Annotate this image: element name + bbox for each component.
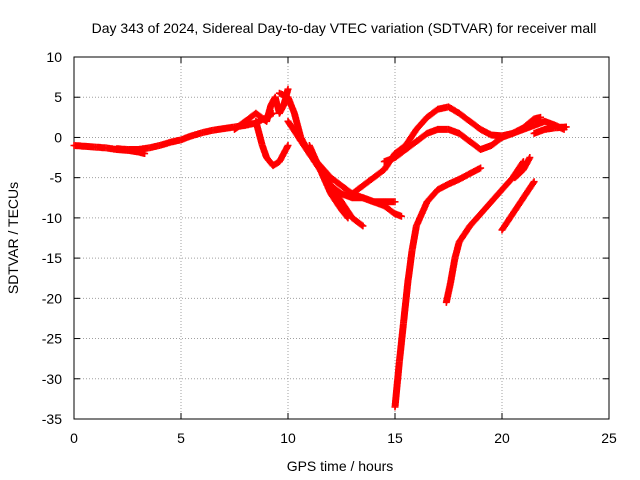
- data-markers: [413, 114, 430, 132]
- x-tick-label: 15: [387, 430, 403, 446]
- data-markers: [338, 207, 351, 221]
- data-point: [477, 164, 485, 172]
- data-point: [397, 212, 405, 220]
- y-tick-label: -35: [42, 411, 62, 427]
- data-markers: [443, 280, 454, 305]
- data-markers: [467, 211, 484, 229]
- x-tick-label: 0: [70, 430, 78, 446]
- x-tick-label: 10: [280, 430, 296, 446]
- data-markers: [285, 119, 302, 140]
- y-tick-labels: -35 -30 -25 -20 -15 -10 -5 0 5 10: [42, 49, 62, 427]
- x-axis-label: GPS time / hours: [287, 458, 394, 474]
- data-markers: [456, 130, 473, 145]
- data-markers: [328, 183, 344, 197]
- data-markers: [392, 146, 408, 161]
- data-markers: [456, 110, 473, 124]
- data-markers: [403, 138, 419, 153]
- y-tick-label: -10: [42, 210, 62, 226]
- data-markers: [499, 175, 516, 193]
- data-markers: [285, 95, 298, 116]
- data-markers: [510, 195, 527, 217]
- y-tick-label: 0: [54, 129, 62, 145]
- data-markers: [424, 187, 441, 205]
- series-arc-12: [442, 158, 527, 306]
- data-markers: [349, 215, 366, 229]
- data-point: [284, 85, 292, 93]
- series-arc-4: [252, 117, 292, 170]
- data-point: [284, 141, 292, 149]
- plot-area: [70, 85, 570, 411]
- data-markers: [232, 118, 248, 132]
- data-markers: [489, 134, 505, 149]
- data-markers: [382, 203, 398, 217]
- data-markers: [270, 158, 282, 169]
- series-arc-14: [511, 154, 534, 182]
- data-markers: [338, 199, 355, 221]
- grid-lines: [74, 57, 609, 419]
- y-tick-label: -15: [42, 250, 62, 266]
- y-tick-label: -20: [42, 290, 62, 306]
- data-markers: [446, 104, 462, 116]
- y-axis-label: SDTVAR / TECUs: [5, 182, 21, 294]
- data-markers: [252, 119, 266, 148]
- data-markers: [404, 248, 416, 285]
- data-markers: [424, 106, 441, 120]
- x-tick-label: 25: [601, 430, 617, 446]
- data-markers: [391, 360, 403, 409]
- series-arc-3: [231, 85, 292, 133]
- series-arc-8: [305, 141, 352, 222]
- data-markers: [328, 175, 344, 189]
- data-markers: [276, 143, 291, 164]
- data-markers: [451, 240, 463, 261]
- y-tick-label: -25: [42, 331, 62, 347]
- data-markers: [499, 211, 516, 233]
- data-markers: [488, 187, 505, 205]
- data-point: [344, 214, 352, 222]
- series-arc-5: [275, 89, 399, 206]
- series-arc-15: [530, 123, 570, 137]
- data-markers: [296, 135, 313, 156]
- data-markers: [400, 280, 412, 325]
- data-point: [526, 154, 534, 162]
- series-arc-13: [498, 178, 538, 234]
- data-markers: [371, 167, 387, 181]
- data-point: [359, 222, 367, 230]
- data-markers: [360, 175, 376, 189]
- data-markers: [467, 118, 483, 132]
- y-tick-label: 10: [46, 49, 62, 65]
- series-arc-10: [380, 117, 568, 166]
- x-tick-label: 20: [494, 430, 510, 446]
- data-markers: [520, 179, 537, 200]
- series-arc-9: [348, 103, 545, 198]
- data-markers: [413, 199, 430, 228]
- data-point: [530, 178, 538, 186]
- data-markers: [447, 256, 459, 285]
- data-markers: [306, 143, 323, 172]
- data-markers: [403, 127, 420, 148]
- axes: [73, 56, 610, 420]
- data-point: [391, 198, 399, 206]
- data-markers: [478, 199, 494, 217]
- data-markers: [395, 320, 407, 365]
- plot-frame: [73, 56, 610, 420]
- data-markers: [414, 130, 430, 145]
- data-markers: [328, 191, 345, 213]
- x-tick-label: 5: [177, 430, 185, 446]
- series-arc-11: [391, 164, 485, 411]
- y-tick-label: 5: [54, 89, 62, 105]
- data-markers: [456, 223, 473, 245]
- y-tick-label: -5: [50, 170, 63, 186]
- chart-title: Day 343 of 2024, Sidereal Day-to-day VTE…: [92, 20, 597, 36]
- data-markers: [512, 167, 526, 181]
- data-point: [562, 123, 570, 131]
- data-markers: [408, 223, 420, 253]
- x-tick-labels: 0 5 10 15 20 25: [70, 430, 617, 446]
- data-markers: [317, 167, 334, 196]
- data-markers: [349, 183, 366, 197]
- y-tick-label: -30: [42, 371, 62, 387]
- data-markers: [392, 142, 408, 157]
